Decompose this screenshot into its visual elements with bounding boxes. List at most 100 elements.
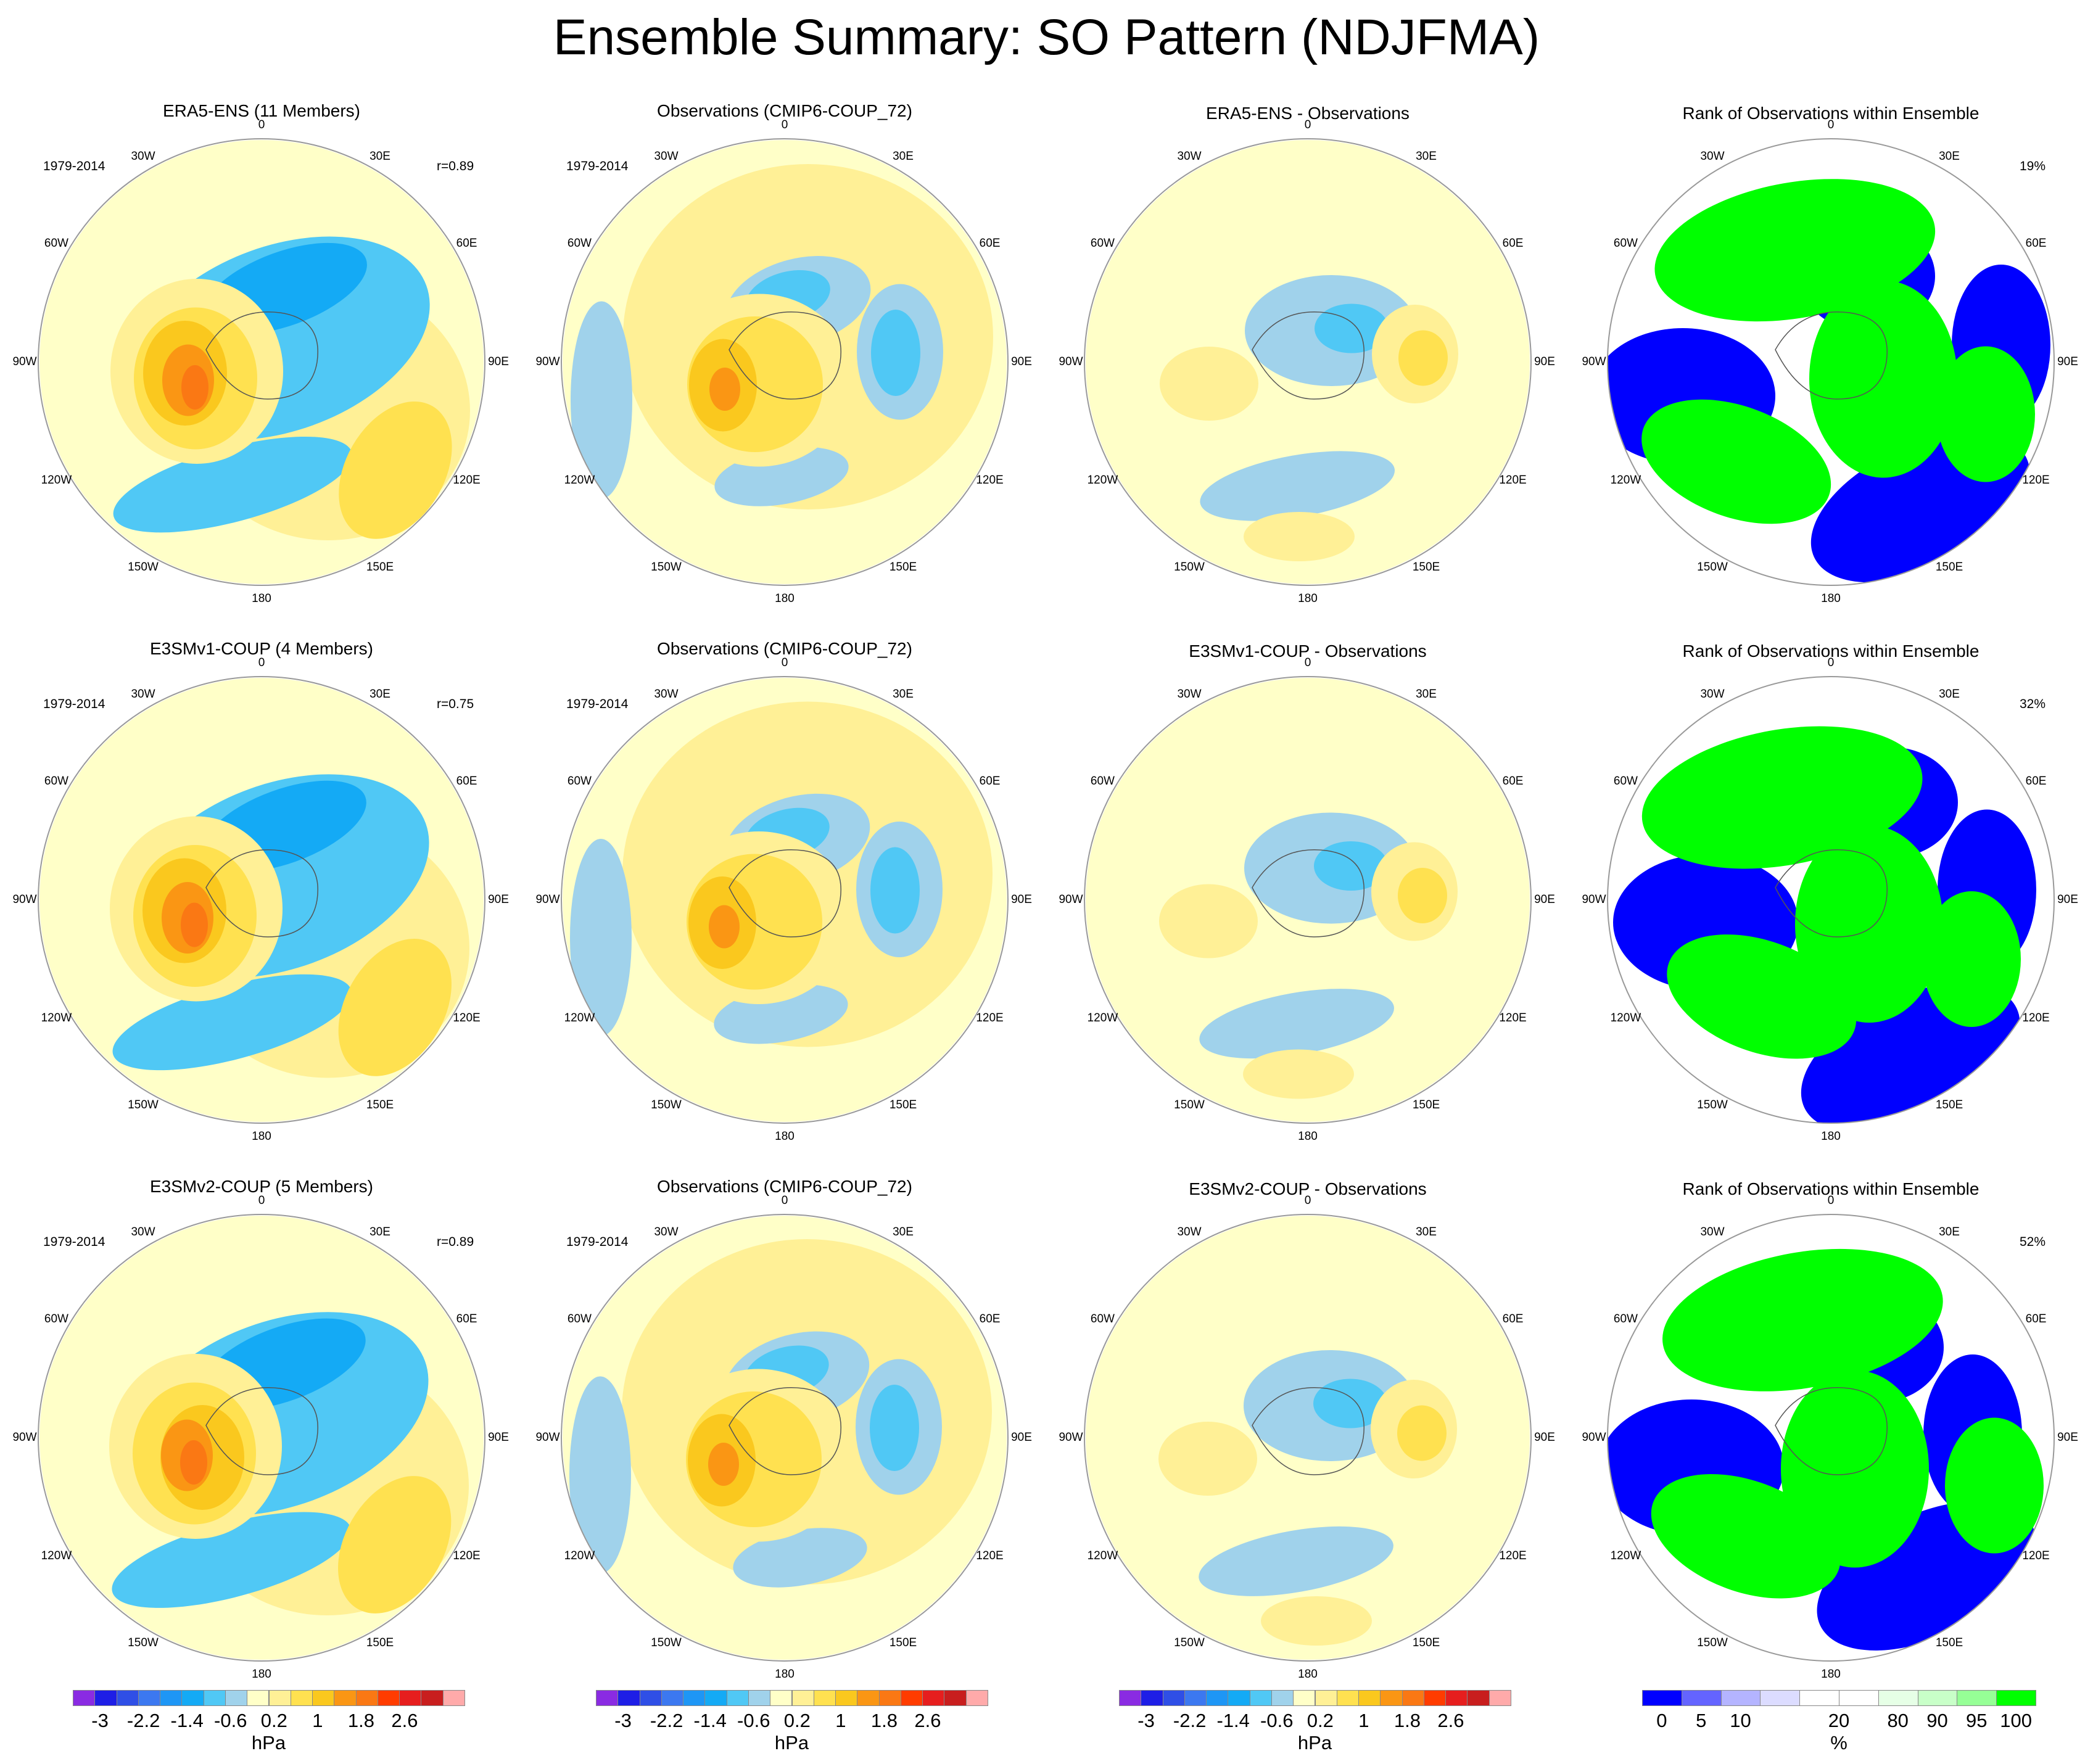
longitude-label: 120W: [41, 474, 72, 487]
longitude-label: 60E: [979, 237, 1001, 250]
colorbar-tick-label: 1: [312, 1710, 323, 1731]
longitude-label: 180: [1298, 592, 1318, 605]
longitude-label: 150E: [1935, 560, 1963, 574]
antarctica-coastline: [729, 1387, 841, 1475]
colorbar-tick-label: -3: [1137, 1710, 1155, 1731]
longitude-label: 60W: [44, 237, 68, 250]
longitude-label: 90W: [12, 355, 37, 368]
map-panel: ERA5-ENS - Observations 0 30E 60E 90E 120E 150…: [1046, 93, 1569, 628]
longitude-label: 90E: [488, 355, 509, 368]
antarctica-coastline: [205, 849, 318, 938]
colorbar-swatch: [944, 1690, 967, 1706]
colorbar-tick-label: 2.6: [914, 1710, 941, 1731]
longitude-label: 90W: [1582, 1431, 1606, 1444]
longitude-label: 180: [252, 1668, 271, 1681]
period-label: 1979-2014: [43, 697, 105, 711]
longitude-label: 30W: [654, 688, 679, 701]
longitude-label: 150W: [1174, 1098, 1205, 1111]
colorbar-swatch: [1996, 1690, 2036, 1706]
contour-region: [338, 939, 452, 1076]
antarctica-coastline: [1775, 849, 1888, 938]
longitude-label: 90W: [535, 893, 560, 906]
map-panel: Observations (CMIP6-COUP_72) 1979-2014 0 30…: [523, 93, 1046, 628]
longitude-label: 180: [1298, 1668, 1318, 1681]
rank-high-region: [1809, 280, 1957, 478]
longitude-label: 60E: [2025, 1313, 2047, 1325]
colorbar-swatch: [1957, 1690, 1997, 1706]
rank-high-region: [1667, 934, 1857, 1059]
longitude-label: 30E: [1416, 688, 1437, 701]
longitude-label: 150W: [128, 1636, 159, 1649]
longitude-label: 120E: [2022, 474, 2050, 487]
colorbar-tick-label: 20: [1828, 1710, 1850, 1731]
longitude-label: 60E: [456, 775, 477, 788]
contour-region: [1261, 1596, 1372, 1646]
contour-region: [112, 1512, 352, 1608]
longitude-label: 150W: [651, 1098, 682, 1111]
contour-region: [1243, 1049, 1354, 1099]
colorbar-swatch: [857, 1690, 880, 1706]
longitude-label: 120E: [453, 1549, 481, 1562]
longitude-label: 150E: [366, 1098, 394, 1111]
map-panel: Observations (CMIP6-COUP_72) 1979-2014 0 30…: [523, 630, 1046, 1166]
panel-title: E3SMv1-COUP (4 Members): [149, 639, 373, 658]
colorbar-swatch: [138, 1690, 161, 1706]
colorbar-tick-label: -1.4: [693, 1710, 727, 1731]
longitude-label: 120E: [1499, 1012, 1527, 1024]
stat-label: 52%: [2020, 1235, 2046, 1249]
longitude-label: 120E: [976, 474, 1004, 487]
colorbar-swatch: [160, 1690, 183, 1706]
longitude-label: 120E: [976, 1012, 1004, 1024]
longitude-label: 30E: [1939, 688, 1960, 701]
panel-title: Observations (CMIP6-COUP_72): [657, 1177, 912, 1196]
colorbar-swatch: [1839, 1690, 1879, 1706]
map-boundary: [561, 138, 1009, 586]
map-boundary: [1084, 676, 1532, 1124]
map-boundary: [38, 1214, 485, 1662]
colorbar-tick-label: -3: [91, 1710, 109, 1731]
longitude-label: 120E: [453, 474, 481, 487]
contour-region: [181, 902, 208, 947]
colorbar-tick-label: 2.6: [1437, 1710, 1464, 1731]
colorbar-swatch: [965, 1690, 988, 1706]
longitude-label: 90W: [1059, 1431, 1083, 1444]
colorbar-swatch: [813, 1690, 836, 1706]
contour-region: [1314, 841, 1388, 891]
map-panel: Rank of Observations within Ensemble 52% 0…: [1569, 1168, 2092, 1704]
colorbar-swatch: [1249, 1690, 1272, 1706]
longitude-label: 60E: [2025, 775, 2047, 788]
longitude-label: 120W: [1610, 474, 1641, 487]
colorbar-swatch: [1271, 1690, 1294, 1706]
colorbar-swatch: [247, 1690, 270, 1706]
longitude-label: 90E: [488, 1431, 509, 1444]
longitude-label: 120W: [564, 1549, 595, 1562]
longitude-label: 0: [258, 118, 265, 131]
contour-region: [338, 1476, 452, 1614]
contour-region: [113, 436, 353, 533]
colorbar-swatch: [770, 1690, 793, 1706]
colorbar-rank: 0 5 10 20 80 90 95 100%: [1642, 1690, 2036, 1764]
antarctica-coastline: [1775, 311, 1888, 400]
longitude-label: 180: [775, 1130, 795, 1143]
longitude-label: 60W: [567, 775, 592, 788]
contour-region: [1398, 868, 1447, 923]
colorbar-tick-label: -2.2: [650, 1710, 683, 1731]
colorbar-tick-label: -0.6: [737, 1710, 770, 1731]
polar-map: [1084, 676, 1532, 1124]
rank-high-region: [1795, 825, 1943, 1023]
longitude-label: 120E: [453, 1012, 481, 1024]
longitude-label: 30E: [893, 150, 914, 163]
colorbar-swatch: [334, 1690, 357, 1706]
contour-region: [733, 1528, 867, 1588]
longitude-label: 180: [775, 592, 795, 605]
contour-region: [1158, 1422, 1257, 1496]
colorbar-swatch: [399, 1690, 422, 1706]
antarctica-coastline: [205, 311, 318, 400]
longitude-label: 30W: [131, 688, 155, 701]
colorbar-swatch: [1760, 1690, 1801, 1706]
longitude-label: 30E: [369, 1226, 390, 1239]
panel-title: Observations (CMIP6-COUP_72): [657, 101, 912, 120]
longitude-label: 120W: [41, 1549, 72, 1562]
longitude-label: 180: [252, 592, 271, 605]
colorbar-tick-label: 1: [835, 1710, 846, 1731]
